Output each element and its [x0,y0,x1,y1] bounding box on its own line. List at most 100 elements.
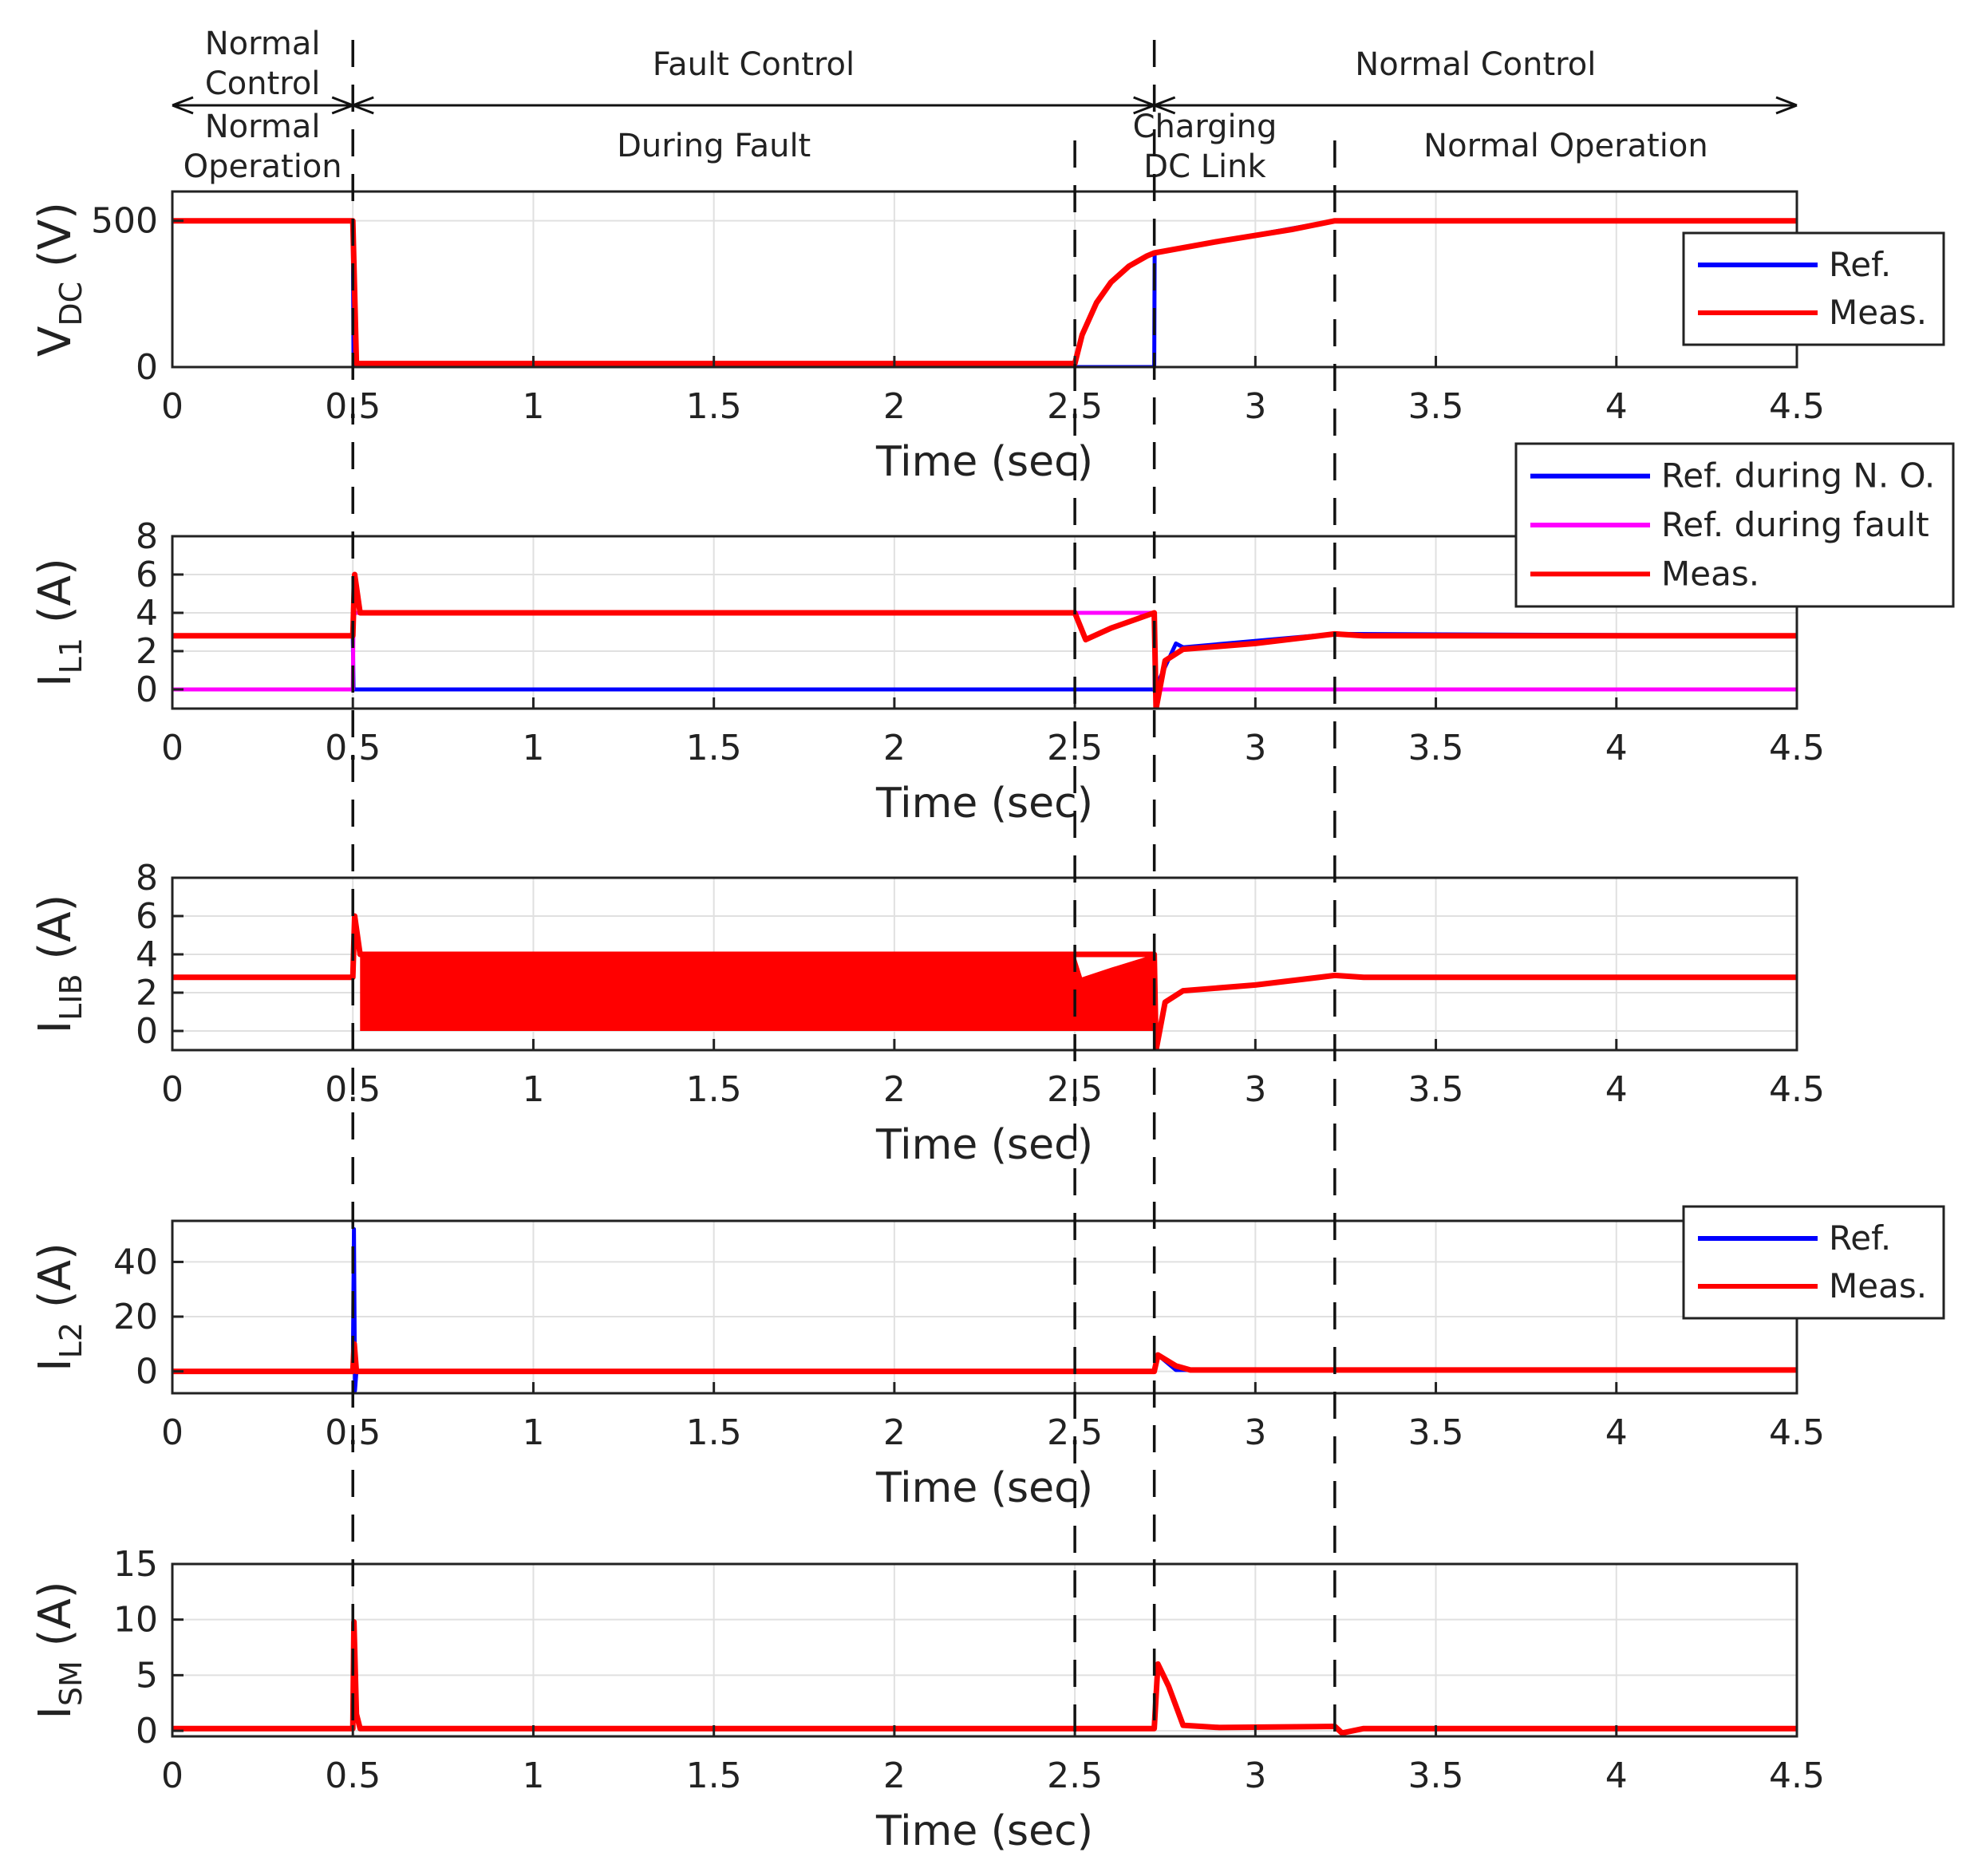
panel-ism: 0 0.5 1 1.5 2 2.5 3 3.5 4 4.5 0 5 10 15 Time (sec) ISM … [30,1544,1825,1855]
phase-arrow-head [352,96,374,115]
y-axis-label-sub: DC [53,282,89,326]
x-axis-label: Time (sec) [875,1464,1093,1512]
y-axis-label-main: V [30,326,81,357]
x-tick-label: 0 [161,728,184,768]
x-tick-label: 4.5 [1769,1412,1825,1453]
y-tick-label: 8 [136,858,158,899]
y-tick-label: 0 [136,669,158,710]
legend-label: Meas. [1829,1266,1927,1305]
x-tick-label: 4.5 [1769,1756,1825,1796]
series-line-meas [172,218,1797,367]
phase-arrow-head [331,96,353,115]
legend-box [1682,1205,1945,1320]
y-axis-label: ISM (A) [30,1581,89,1719]
x-tick-label: 4.5 [1769,386,1825,427]
x-tick-label: 3.5 [1408,1756,1464,1796]
phase-label: DC Link [1143,148,1266,185]
y-tick-label: 15 [113,1544,158,1585]
y-tick-label: 40 [113,1242,158,1282]
y-axis-label-unit: (A) [30,895,81,974]
x-tick-label: 2 [883,728,906,768]
x-tick-label: 1 [522,386,544,427]
x-tick-label: 4.5 [1769,1069,1825,1110]
y-axis-label-main: I [30,1358,81,1372]
y-axis-label: VDC (V) [30,202,89,357]
phase-label: Fault Control [653,46,855,83]
phase-arrow-head [1133,96,1155,115]
x-axis-label: Time (sec) [875,438,1093,486]
axes-box [171,1562,1798,1738]
y-tick-label: 0 [136,1352,158,1392]
y-axis-label: IL1 (A) [30,558,89,687]
y-tick-label: 0 [136,347,158,388]
y-axis-label-main: I [30,673,81,687]
series-group [172,913,1797,1050]
y-axis-label-main: I [30,1706,81,1720]
x-tick-label: 4 [1605,1756,1628,1796]
x-tick-label: 3.5 [1408,1069,1464,1110]
y-axis-label-sub: L1 [53,638,89,673]
x-tick-label: 2 [883,1756,906,1796]
phase-label: Normal [205,109,321,145]
y-tick-label: 2 [136,973,158,1013]
x-tick-label: 1.5 [686,728,742,768]
y-tick-label: 6 [136,555,158,595]
x-tick-label: 1 [522,1069,544,1110]
plot-area [172,1564,1797,1736]
series-line-meas [172,913,1797,1050]
y-tick-label: 0 [136,1011,158,1052]
x-tick-label: 4.5 [1769,728,1825,768]
x-tick-label: 0.5 [325,1756,381,1796]
y-tick-label: 6 [136,896,158,937]
x-tick-label: 2 [883,1069,906,1110]
x-tick-label: 3.5 [1408,1412,1464,1453]
y-tick-label: 5 [136,1655,158,1696]
y-axis-label-unit: (V) [30,202,81,282]
y-axis-label-unit: (A) [30,1581,81,1661]
x-tick-label: 2 [883,386,906,427]
switching-band [360,954,1155,1031]
x-tick-label: 0 [161,1412,184,1453]
legend: Ref. during N. O. Ref. during fault Meas. [1514,442,1955,608]
x-tick-label: 1.5 [686,1412,742,1453]
x-axis-label: Time (sec) [875,780,1093,827]
phase-label: During Fault [617,128,811,164]
x-tick-label: 3 [1244,1756,1266,1796]
legend-label: Ref. during N. O. [1661,456,1935,496]
series-line-meas [172,571,1797,709]
legend: Ref. Meas. [1682,231,1945,346]
phase-arrow-head [1154,96,1176,115]
x-tick-label: 4 [1605,1069,1628,1110]
x-tick-label: 4 [1605,728,1628,768]
x-tick-label: 1 [522,1412,544,1453]
legend: Ref. Meas. [1682,1205,1945,1320]
y-axis-label-main: I [30,1021,81,1034]
plot-area [172,1221,1797,1393]
y-axis-label-sub: SM [53,1661,89,1706]
y-tick-label: 4 [136,593,158,634]
y-axis-label-sub: LIB [53,974,89,1020]
y-tick-label: 20 [113,1297,158,1337]
y-tick-label: 10 [113,1600,158,1641]
x-tick-label: 3 [1244,386,1266,427]
legend-label: Ref. [1829,1218,1891,1258]
y-axis-label-unit: (A) [30,1242,81,1322]
x-tick-label: 4 [1605,386,1628,427]
y-axis-label: ILIB (A) [30,895,89,1034]
x-tick-label: 1.5 [686,386,742,427]
x-tick-label: 1 [522,1756,544,1796]
y-tick-label: 4 [136,934,158,975]
x-axis-label: Time (sec) [875,1807,1093,1855]
y-axis-label: IL2 (A) [30,1242,89,1372]
axes-box [171,535,1798,710]
phase-label: Operation [184,148,342,185]
x-tick-label: 3 [1244,1412,1266,1453]
x-tick-label: 3 [1244,728,1266,768]
y-tick-label: 500 [91,201,158,242]
y-tick-label: 2 [136,631,158,672]
